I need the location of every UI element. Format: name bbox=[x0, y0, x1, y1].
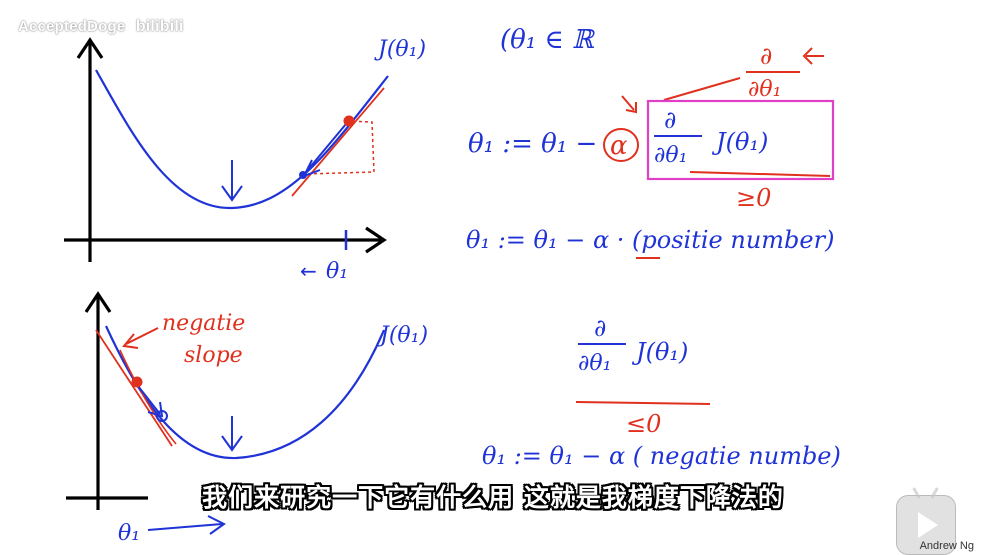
bottom-annotation-line2: slope bbox=[184, 343, 243, 368]
leq-zero-label: ≤0 bbox=[626, 410, 661, 438]
top-cost-curve bbox=[95, 69, 389, 210]
top-axis-label: θ₁ bbox=[326, 259, 348, 284]
watermark: AcceptedDoge bilibili bbox=[18, 18, 184, 36]
bottom-cost-curve bbox=[105, 325, 386, 460]
alpha-circle bbox=[603, 128, 639, 162]
bilibili-logo: bilibili bbox=[135, 18, 184, 35]
bottom-annotation-line1: negatie bbox=[162, 311, 245, 336]
top-start-point bbox=[343, 115, 355, 127]
bottom-tangent-line bbox=[95, 329, 173, 447]
red-pointer-line bbox=[663, 77, 741, 101]
top-min-arrow bbox=[221, 160, 243, 202]
top-tangent-line bbox=[291, 87, 385, 197]
top-step-arrow bbox=[301, 123, 347, 178]
red-alpha-pointer bbox=[621, 95, 637, 114]
bottom-y-axis-arrowhead bbox=[84, 291, 112, 313]
top-function-label: J(θ₁) bbox=[374, 37, 426, 62]
top-plot: J(θ₁) ← θ₁ bbox=[64, 37, 426, 284]
bottom-function-label: J(θ₁) bbox=[376, 323, 428, 348]
leq-zero-underline bbox=[575, 401, 711, 405]
domain-note: (θ₁ ∈ ℝ bbox=[500, 25, 595, 55]
author-credit: Andrew Ng bbox=[919, 540, 974, 552]
deriv2-num: ∂ bbox=[594, 314, 606, 342]
bottom-red-curve-overlay bbox=[119, 349, 177, 445]
cost-term: J(θ₁) bbox=[711, 128, 768, 156]
top-tangent-dashed-triangle bbox=[304, 120, 375, 175]
bottom-step-arrow bbox=[137, 385, 164, 418]
channel-watermark: AcceptedDoge bbox=[18, 18, 126, 35]
deriv2-den: ∂θ₁ bbox=[578, 351, 611, 376]
update-rule-lhs: θ₁ := θ₁ − bbox=[468, 129, 597, 159]
top-next-point bbox=[299, 171, 307, 179]
top-x-axis-arrowhead bbox=[365, 226, 387, 254]
red-derivative-num: ∂ bbox=[760, 42, 772, 70]
derivative-den: ∂θ₁ bbox=[654, 143, 687, 168]
top-arrow-label: ← bbox=[300, 259, 317, 283]
red-left-arrow bbox=[802, 47, 824, 65]
bottom-annotation-arrow bbox=[122, 327, 159, 349]
deriv2-cost: J(θ₁) bbox=[631, 338, 688, 366]
geq-zero-label: ≥0 bbox=[736, 184, 771, 212]
derivative-highlight-box bbox=[646, 99, 835, 181]
top-y-axis-arrowhead bbox=[76, 37, 104, 59]
bottom-plot: negatie slope J(θ₁) θ₁ bbox=[66, 291, 428, 546]
notes: (θ₁ ∈ ℝ ∂ ∂θ₁ θ₁ := θ₁ − α ∂ ∂θ₁ J(θ₁) ≥… bbox=[466, 25, 841, 470]
bottom-axis-label: θ₁ bbox=[118, 521, 140, 546]
bottom-next-point bbox=[156, 410, 168, 422]
positive-update-rule: θ₁ := θ₁ − α · (positie number) bbox=[466, 226, 834, 254]
play-icon bbox=[918, 512, 938, 538]
bottom-axis-right-arrow bbox=[147, 515, 226, 535]
bottom-min-arrow bbox=[221, 416, 243, 452]
geq-zero-underline bbox=[689, 171, 831, 177]
negative-update-rule: θ₁ := θ₁ − α ( negatie numbe) bbox=[482, 442, 841, 470]
bottom-start-point bbox=[131, 376, 143, 388]
alpha-symbol: α bbox=[610, 131, 628, 161]
subtitle-caption: 我们来研究一下它有什么用 这就是我梯度下降法的 bbox=[202, 483, 784, 512]
play-button[interactable] bbox=[896, 487, 956, 555]
derivative-num: ∂ bbox=[664, 106, 676, 134]
red-derivative-den: ∂θ₁ bbox=[748, 77, 781, 102]
